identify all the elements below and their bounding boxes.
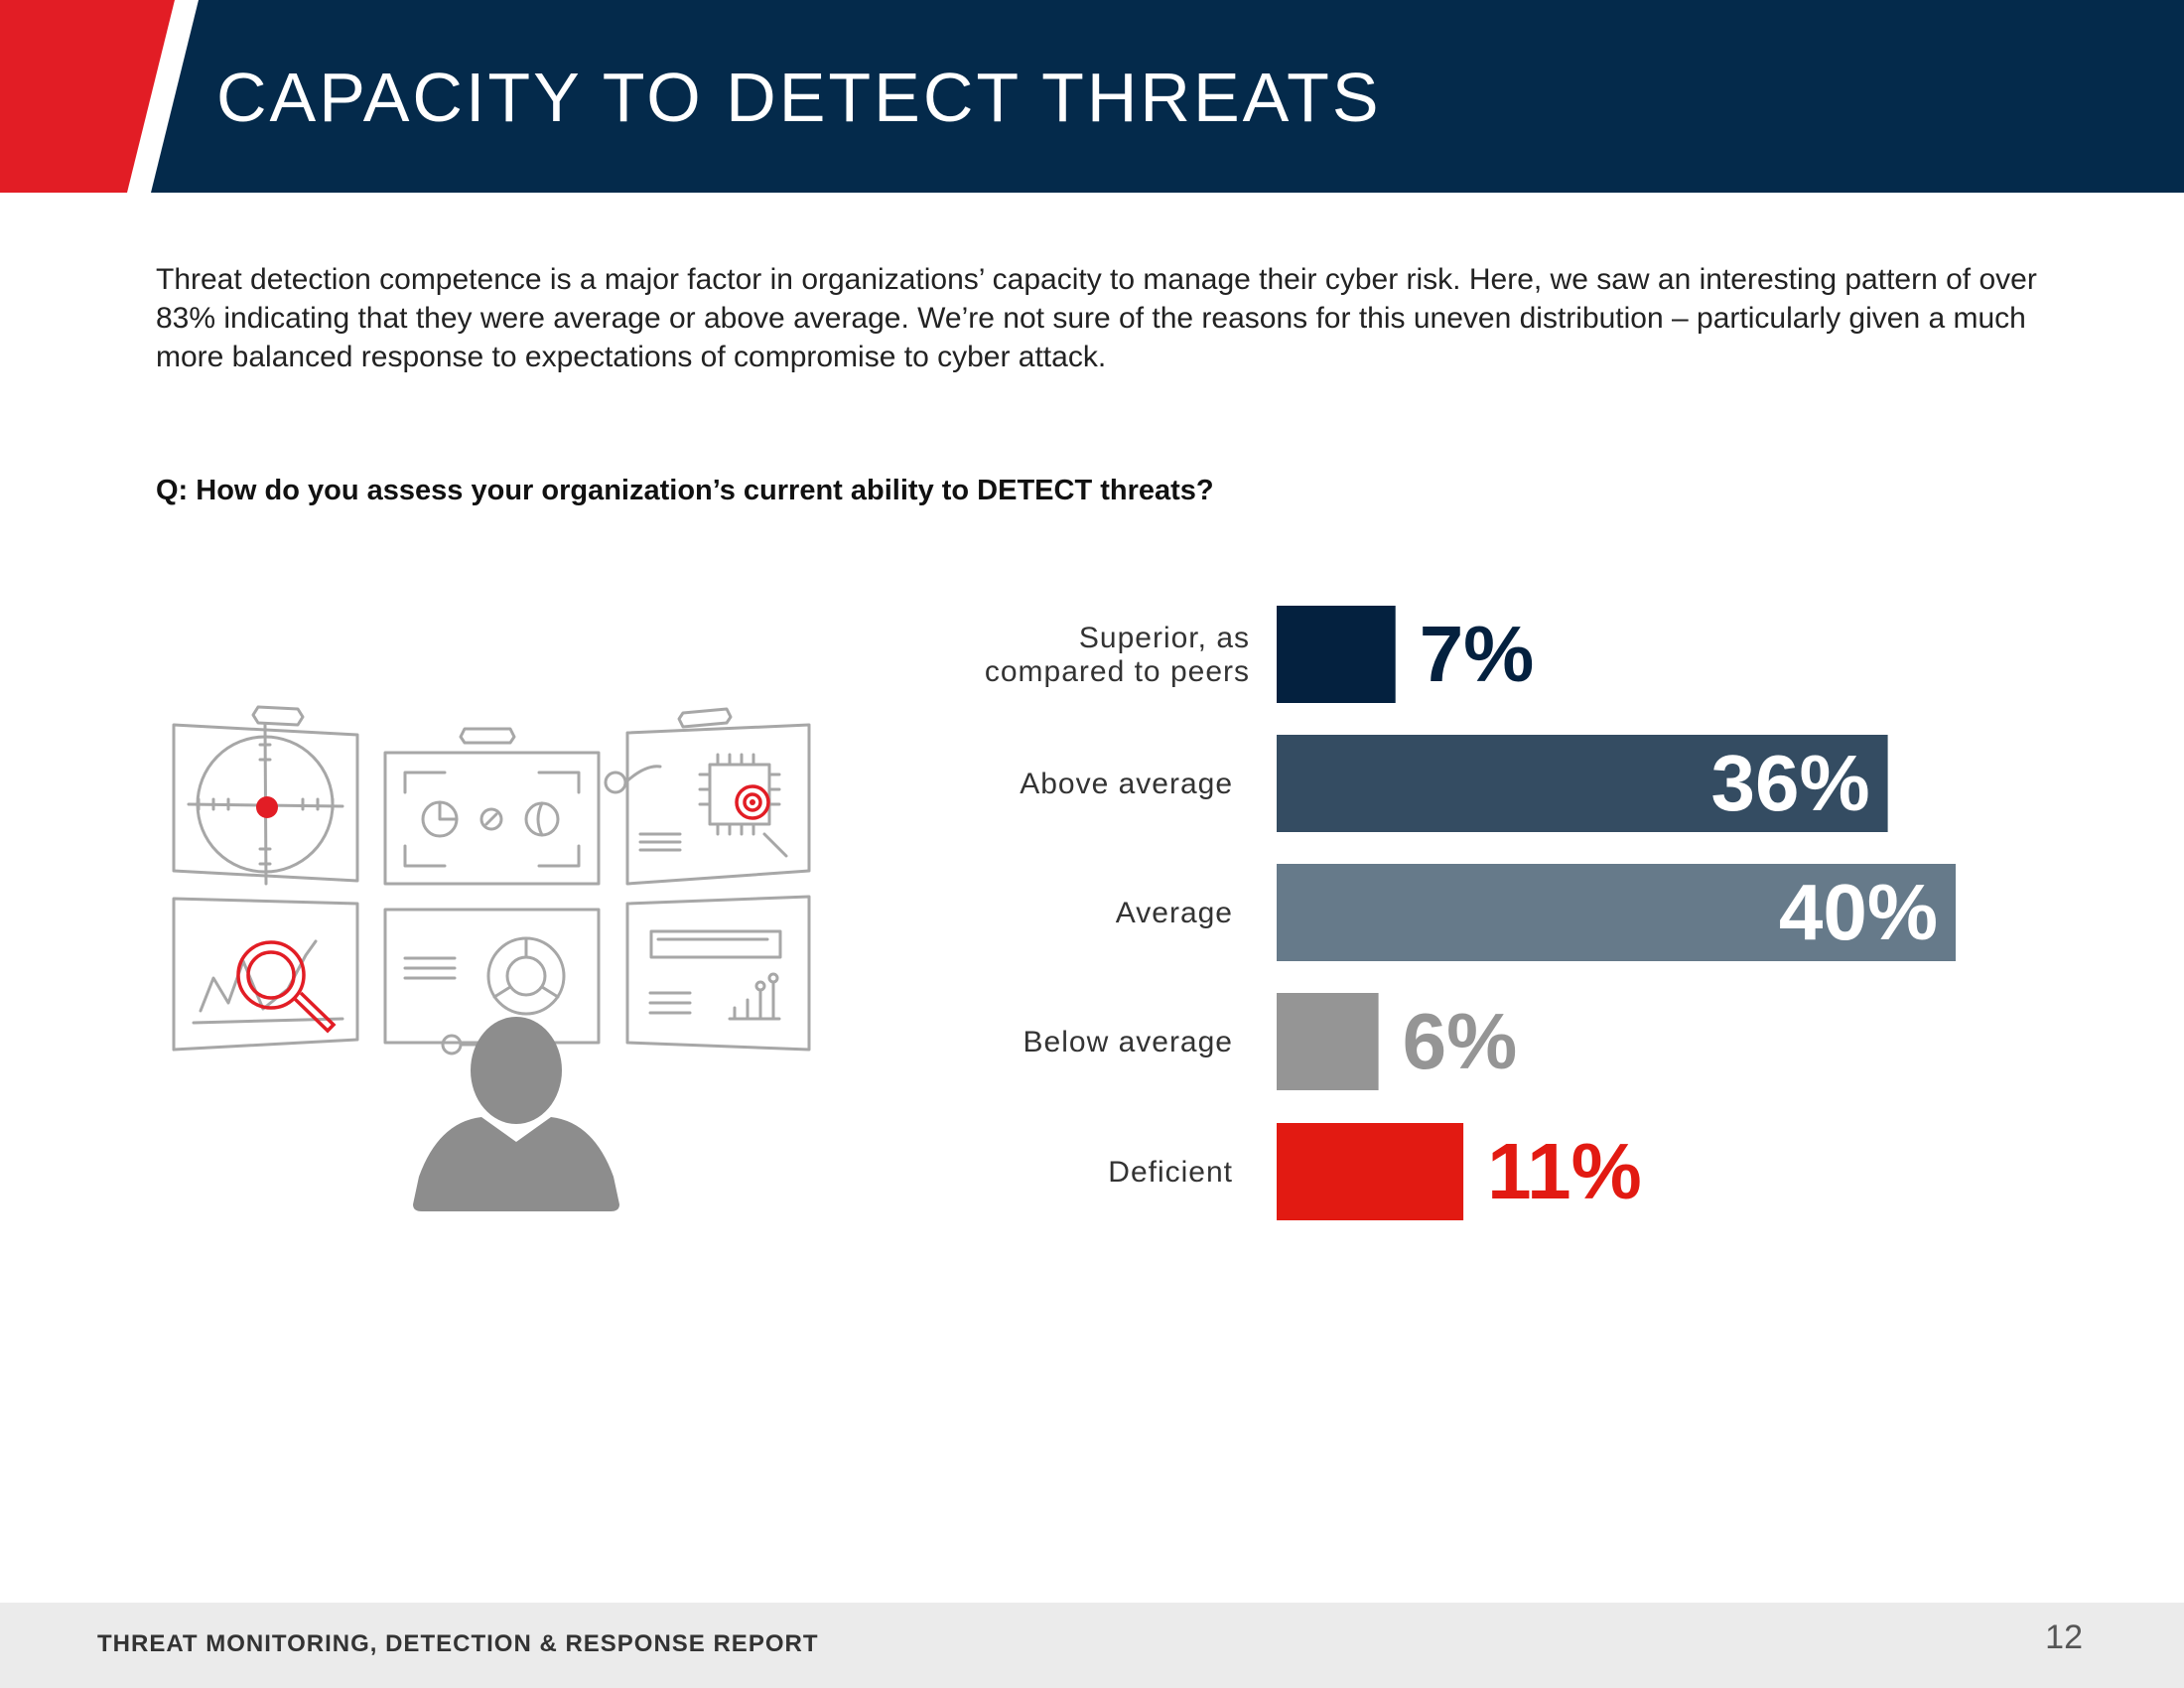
bar-1	[1277, 606, 1396, 703]
footer-report-title: THREAT MONITORING, DETECTION & RESPONSE …	[97, 1630, 819, 1657]
value-label: 11%	[1487, 1127, 1642, 1215]
detection-ability-bar-chart: Superior, as compared to peers 7% Above ave…	[985, 606, 1956, 1220]
category-label: Deficient	[1108, 1156, 1233, 1189]
bar-2	[1277, 735, 1888, 832]
value-label: 6%	[1403, 997, 1518, 1085]
category-label: Superior, as compared to peers	[985, 622, 1250, 688]
value-label: 7%	[1420, 610, 1535, 698]
category-label: Average	[1116, 897, 1233, 929]
bar-4	[1277, 993, 1379, 1090]
bar-5	[1277, 1123, 1464, 1220]
bar-3	[1277, 864, 1956, 961]
category-label: Below average	[1024, 1026, 1233, 1058]
value-label: 40%	[1779, 868, 1938, 956]
page-number: 12	[2045, 1618, 2083, 1656]
analyst-monitoring-screens-icon	[172, 705, 811, 1211]
header-bar: CAPACITY TO DETECT THREATS	[0, 0, 2184, 193]
intro-paragraph: Threat detection competence is a major f…	[156, 263, 2037, 373]
page-title: CAPACITY TO DETECT THREATS	[216, 59, 1382, 136]
footer-bar: THREAT MONITORING, DETECTION & RESPONSE …	[0, 1603, 2184, 1688]
survey-question: Q: How do you assess your organization’s…	[156, 475, 1214, 506]
category-label: Above average	[1020, 768, 1233, 800]
value-label: 36%	[1710, 739, 1869, 827]
